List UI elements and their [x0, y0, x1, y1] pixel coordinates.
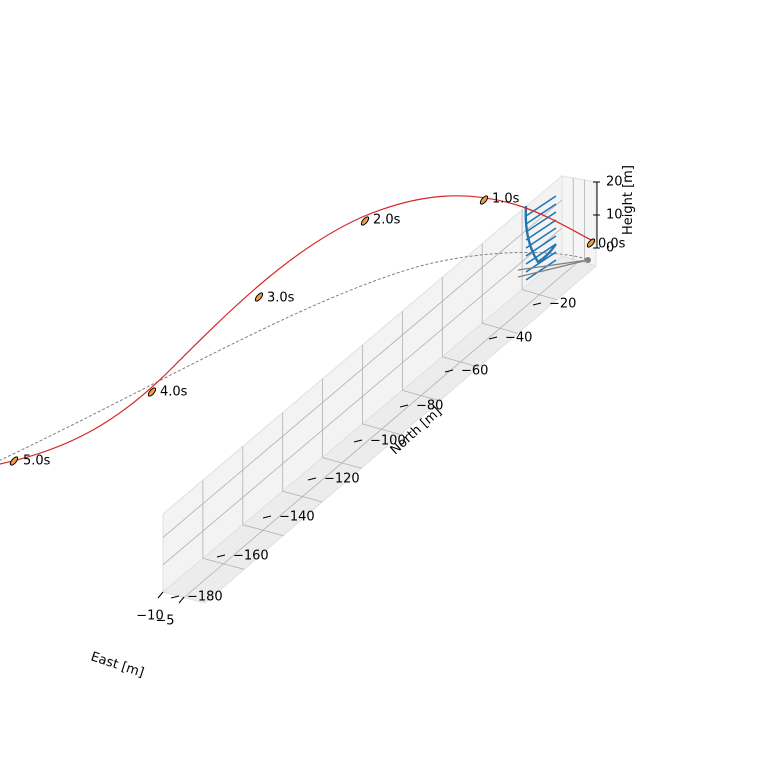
- north-tick-label: −60: [461, 364, 488, 379]
- north-tick: [444, 369, 454, 373]
- axis-panes: [161, 174, 598, 604]
- east-tick-label: −10: [136, 609, 163, 624]
- projection-arrow: [517, 259, 589, 278]
- north-tick-label: −140: [279, 510, 315, 525]
- north-tick: [532, 302, 542, 306]
- time-marker-label: 4.0s: [160, 385, 188, 400]
- time-marker-glyph: [147, 387, 157, 397]
- north-tick-label: −20: [549, 297, 576, 312]
- north-tick-label: −100: [370, 434, 406, 449]
- axis-ticks: −20 −40 −60 −80 −100 −120 −140 −160 −180 −10−5 0 10…: [136, 175, 622, 629]
- trajectory-path: [0, 195, 596, 465]
- floor-pane: [161, 255, 598, 604]
- grid-line-height: [162, 199, 563, 538]
- north-tick: [262, 515, 272, 519]
- wind-hatch-line: [525, 195, 557, 217]
- height-tick-label: 20: [606, 175, 623, 190]
- time-marker-label: 0.0s: [598, 237, 626, 252]
- time-marker-label: 2.0s: [373, 213, 401, 228]
- time-markers: 0.0s 1.0s 2.0s 3.0s 4.0s 5.0s: [9, 192, 626, 469]
- reference-line: [0, 251, 591, 461]
- east-tick-label: −5: [155, 614, 174, 629]
- time-marker-glyph: [9, 456, 19, 466]
- time-marker-glyph: [479, 195, 489, 205]
- wind-profile-curve: [524, 205, 557, 264]
- north-tick-label: −80: [416, 399, 443, 414]
- grid-line-height: [162, 227, 563, 566]
- east-tick: [157, 591, 164, 599]
- time-marker-glyph: [586, 238, 596, 248]
- time-marker-label: 3.0s: [267, 291, 295, 306]
- north-tick-label: −180: [187, 590, 223, 605]
- east-tick: [178, 596, 185, 604]
- height-tick-label: 0: [606, 241, 614, 256]
- north-tick-label: −40: [505, 331, 532, 346]
- time-marker-glyph: [254, 292, 264, 302]
- z-axis-label: Height [m]: [621, 165, 636, 235]
- time-marker-glyph: [360, 216, 370, 226]
- grid-line-east: [183, 260, 580, 598]
- north-tick: [488, 336, 498, 340]
- side-pane: [561, 175, 597, 267]
- north-tick: [399, 404, 409, 408]
- north-tick: [353, 439, 363, 443]
- wind-hatch-line: [525, 243, 557, 265]
- projection-arrow: [517, 259, 589, 271]
- north-tick: [307, 477, 317, 481]
- wind-hatch-line: [525, 219, 557, 241]
- time-marker-label: 5.0s: [23, 454, 51, 469]
- grid-lines: [162, 177, 585, 598]
- height-tick-label: 10: [606, 208, 623, 223]
- origin-point: [585, 257, 591, 263]
- reference-path: [0, 251, 591, 461]
- wind-hatch-line: [525, 259, 557, 281]
- north-tick-label: −160: [233, 549, 269, 564]
- x-axis-label: East [m]: [89, 650, 146, 681]
- north-tick: [216, 554, 226, 558]
- north-tick: [170, 595, 180, 599]
- time-marker-label: 1.0s: [492, 192, 520, 207]
- north-tick-label: −120: [324, 472, 360, 487]
- wind-hatch-line: [525, 211, 557, 233]
- trajectory-line: [0, 195, 596, 465]
